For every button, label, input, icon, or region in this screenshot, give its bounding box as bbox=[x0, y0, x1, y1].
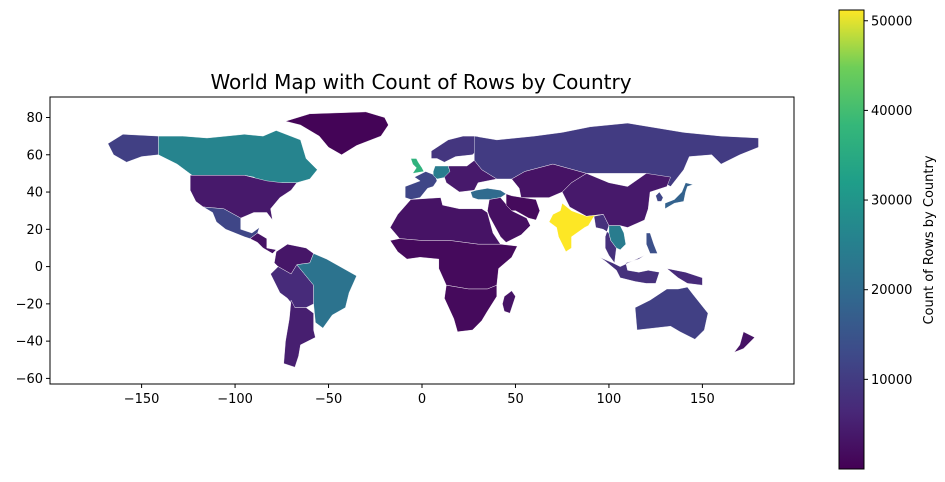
y-tick-label: 60 bbox=[26, 148, 43, 163]
y-tick-label: −60 bbox=[16, 372, 43, 387]
region-turkey bbox=[470, 188, 507, 200]
colorbar bbox=[838, 9, 865, 470]
x-axis: −150 −100 −50 0 50 100 150 bbox=[124, 384, 715, 407]
region-eastern-europe bbox=[444, 160, 497, 193]
x-tick-label: 150 bbox=[690, 392, 715, 407]
region-greenland bbox=[285, 111, 389, 156]
region-middle-east bbox=[487, 197, 531, 243]
region-india bbox=[548, 202, 604, 252]
region-united-kingdom bbox=[410, 158, 425, 174]
y-axis: −60 −40 −20 0 20 40 60 80 bbox=[16, 111, 50, 387]
chart-title: World Map with Count of Rows by Country bbox=[210, 70, 631, 94]
colorbar-tick-label: 30000 bbox=[871, 194, 912, 209]
region-scandinavia bbox=[431, 135, 479, 163]
y-tick-label: −40 bbox=[16, 335, 43, 350]
region-thailand-vietnam bbox=[608, 225, 626, 251]
y-tick-label: 20 bbox=[26, 223, 43, 238]
x-tick-label: −50 bbox=[315, 392, 342, 407]
colorbar-ticks: 10000 20000 30000 40000 50000 bbox=[864, 14, 912, 388]
colorbar-tick-label: 40000 bbox=[871, 104, 912, 119]
region-madagascar bbox=[502, 290, 516, 314]
region-north-africa bbox=[390, 197, 501, 245]
region-philippines bbox=[646, 232, 658, 254]
region-sub-saharan-africa bbox=[390, 238, 518, 290]
y-tick-label: 40 bbox=[26, 186, 43, 201]
x-tick-label: 0 bbox=[418, 392, 426, 407]
region-new-zealand bbox=[734, 331, 755, 353]
map-area bbox=[107, 111, 759, 368]
region-united-states bbox=[189, 175, 297, 221]
y-tick-label: 80 bbox=[26, 111, 43, 126]
colorbar-tick-label: 50000 bbox=[871, 14, 912, 29]
region-japan bbox=[664, 182, 694, 210]
y-tick-label: 0 bbox=[35, 260, 43, 275]
region-central-america bbox=[249, 232, 277, 254]
colorbar-tick-label: 10000 bbox=[871, 373, 912, 388]
region-australia bbox=[634, 286, 709, 340]
x-tick-label: −150 bbox=[124, 392, 160, 407]
region-alaska bbox=[107, 134, 159, 163]
y-tick-label: −20 bbox=[16, 297, 43, 312]
region-western-europe bbox=[405, 171, 438, 200]
x-tick-label: −100 bbox=[217, 392, 253, 407]
x-tick-label: 50 bbox=[507, 392, 524, 407]
colorbar-label: Count of Rows by Country bbox=[922, 155, 937, 324]
x-tick-label: 100 bbox=[597, 392, 622, 407]
region-argentina-chile bbox=[283, 299, 316, 368]
region-papua-new-guinea bbox=[666, 268, 703, 286]
region-indonesia bbox=[599, 255, 660, 284]
region-iran bbox=[505, 193, 540, 221]
region-korea bbox=[655, 191, 664, 202]
colorbar-tick-label: 20000 bbox=[871, 283, 912, 298]
region-southern-africa bbox=[444, 285, 497, 332]
region-brazil bbox=[296, 253, 357, 329]
